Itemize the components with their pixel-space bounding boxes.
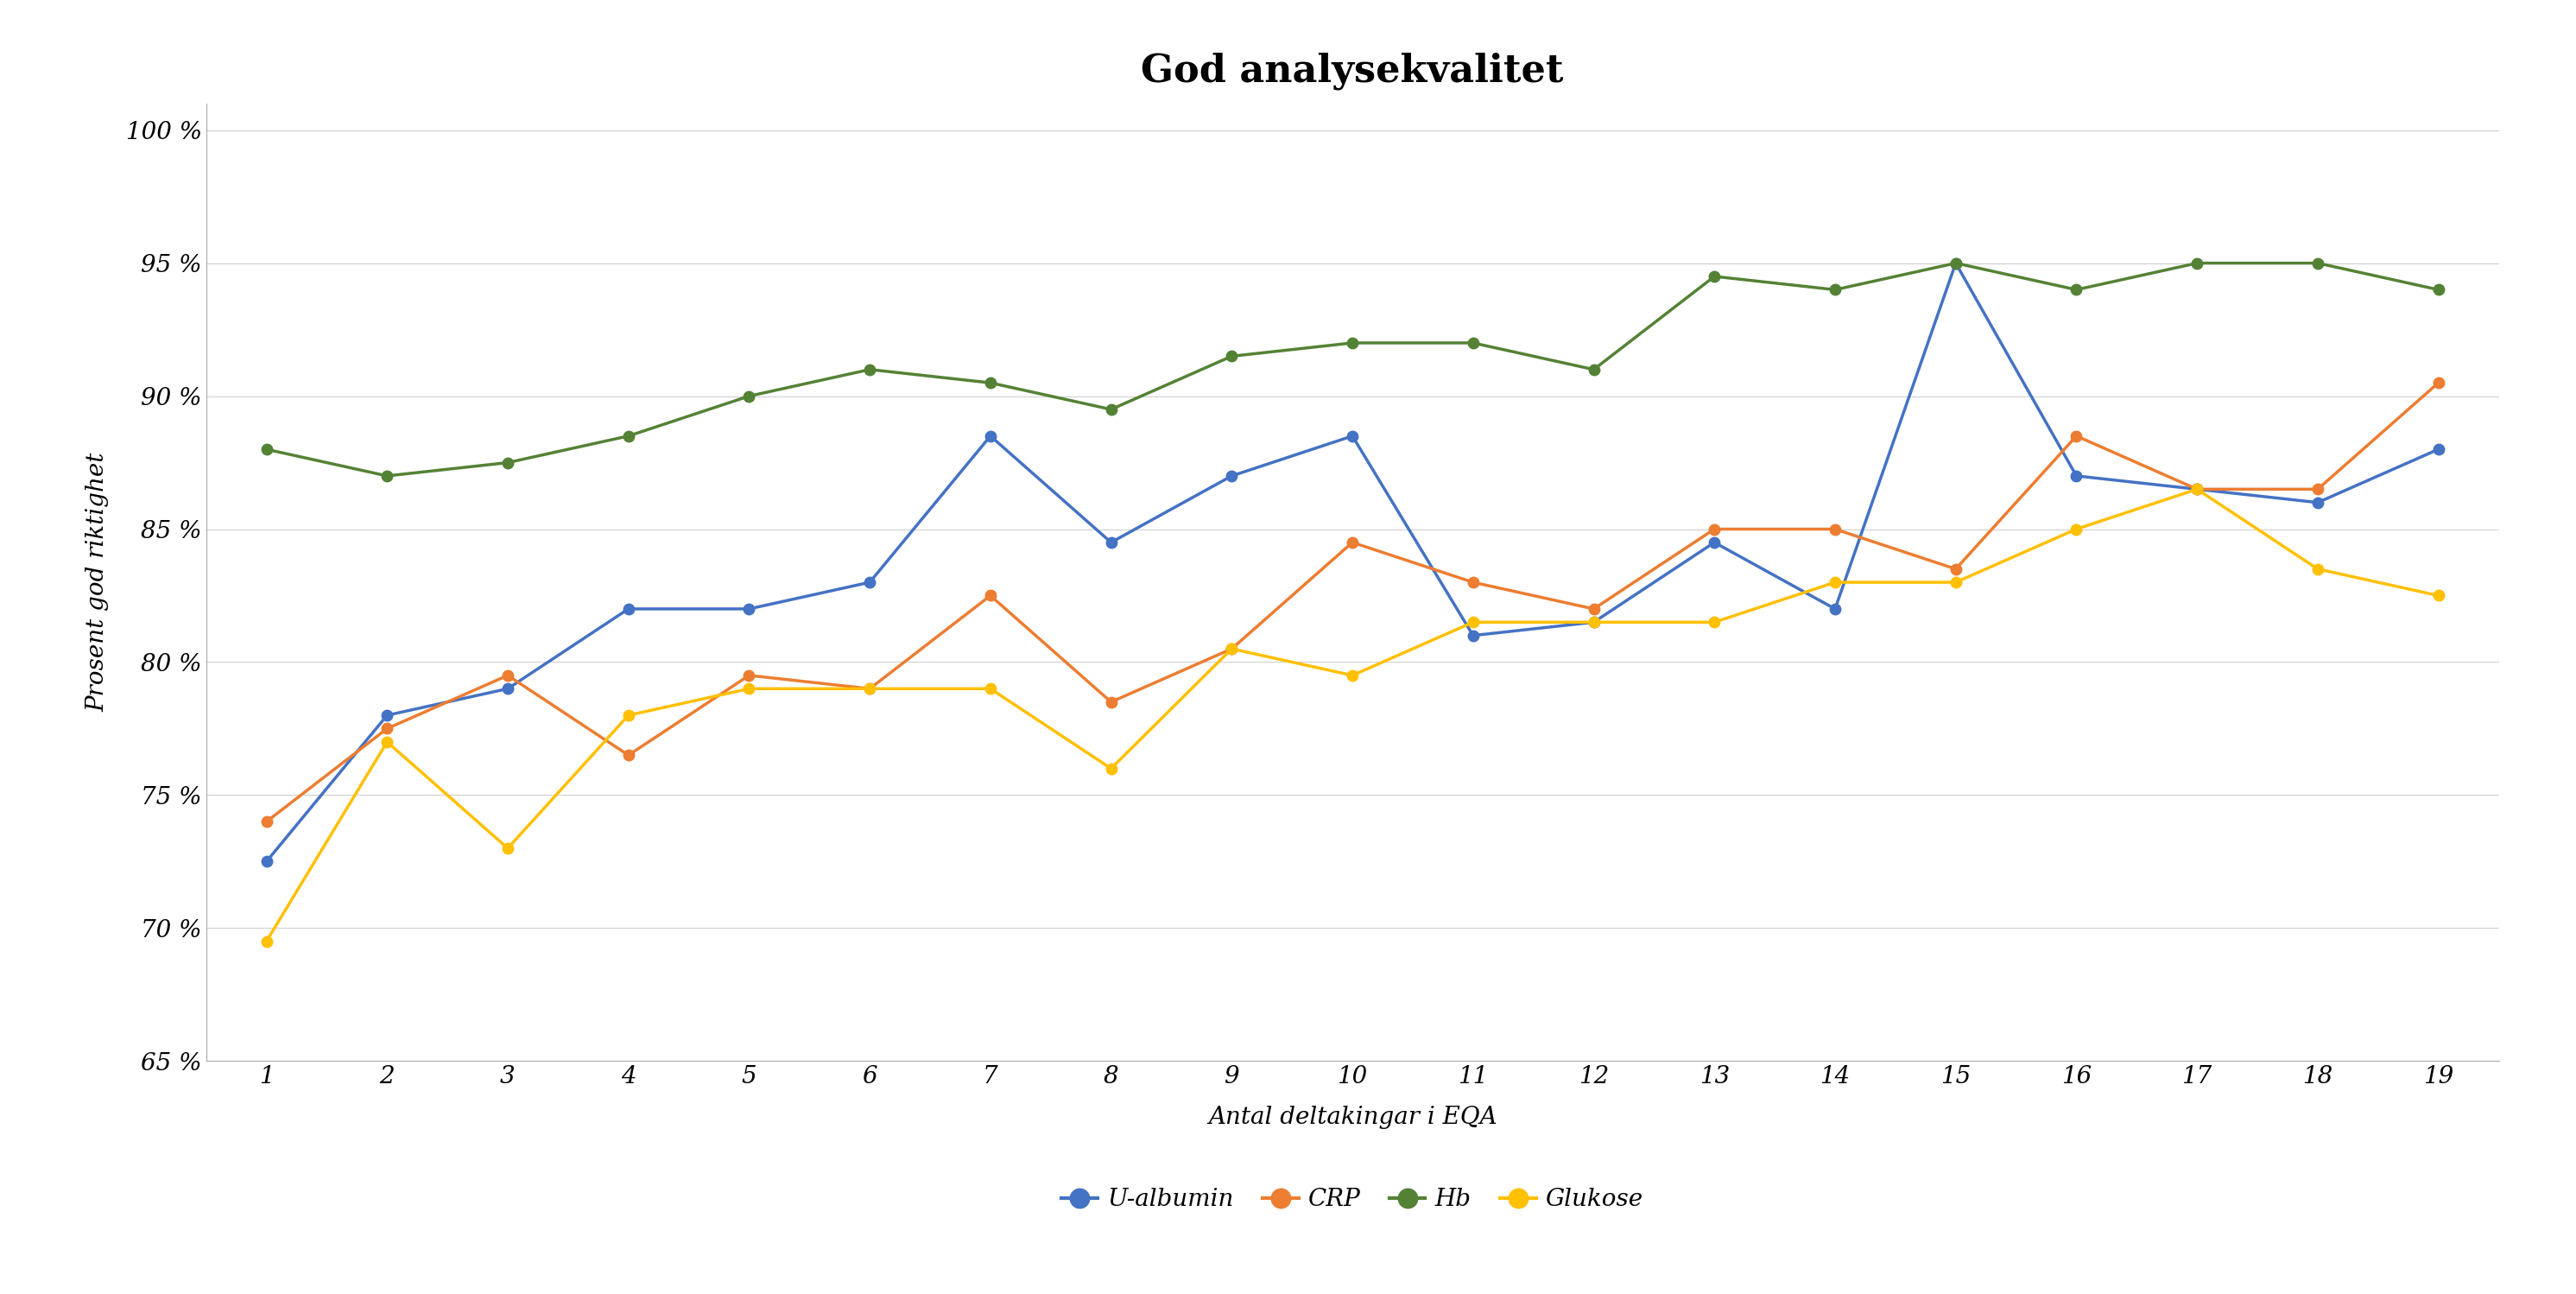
Hb <box>2424 282 2455 298</box>
CRP <box>613 748 644 763</box>
Line: CRP: CRP <box>260 378 2445 827</box>
Glukose <box>492 841 523 857</box>
U-albumin <box>250 854 281 870</box>
Hb <box>1458 335 1489 351</box>
U-albumin <box>2424 441 2455 457</box>
Glukose <box>1819 575 1850 590</box>
CRP <box>2182 481 2213 497</box>
Hb <box>613 428 644 444</box>
Hb <box>2182 255 2213 270</box>
Glukose <box>2061 521 2092 537</box>
CRP <box>1216 641 1247 656</box>
CRP <box>1700 521 1731 537</box>
U-albumin <box>1579 615 1610 630</box>
Glukose <box>1095 761 1126 776</box>
Glukose <box>1940 575 1971 590</box>
Hb <box>1337 335 1368 351</box>
Hb <box>1700 269 1731 285</box>
Glukose <box>1458 615 1489 630</box>
Glukose <box>1337 668 1368 683</box>
Glukose <box>613 708 644 723</box>
U-albumin <box>974 428 1005 444</box>
Glukose <box>2424 587 2455 603</box>
Line: Glukose: Glukose <box>260 484 2445 947</box>
U-albumin <box>734 602 765 617</box>
U-albumin <box>1819 602 1850 617</box>
Glukose <box>2182 481 2213 497</box>
Hb <box>734 388 765 404</box>
U-albumin <box>1216 468 1247 484</box>
U-albumin <box>1337 428 1368 444</box>
X-axis label: Antal deltakingar i EQA: Antal deltakingar i EQA <box>1208 1105 1497 1128</box>
U-albumin <box>371 708 402 723</box>
CRP <box>371 721 402 736</box>
Line: Hb: Hb <box>260 258 2445 481</box>
U-albumin <box>1095 534 1126 550</box>
CRP <box>1337 534 1368 550</box>
CRP <box>1095 694 1126 709</box>
Hb <box>1095 401 1126 417</box>
Glukose <box>371 734 402 749</box>
Glukose <box>855 681 886 696</box>
CRP <box>1579 602 1610 617</box>
Hb <box>2303 255 2334 270</box>
Hb <box>855 362 886 378</box>
CRP <box>1458 575 1489 590</box>
Hb <box>974 375 1005 391</box>
Hb <box>1579 362 1610 378</box>
U-albumin <box>613 602 644 617</box>
CRP <box>855 681 886 696</box>
U-albumin <box>2182 481 2213 497</box>
CRP <box>492 668 523 683</box>
Hb <box>492 454 523 470</box>
Hb <box>1216 348 1247 364</box>
Legend: U-albumin, CRP, Hb, Glukose: U-albumin, CRP, Hb, Glukose <box>1051 1179 1654 1222</box>
Line: U-albumin: U-albumin <box>260 258 2445 867</box>
Glukose <box>734 681 765 696</box>
Hb <box>371 468 402 484</box>
CRP <box>1819 521 1850 537</box>
Glukose <box>250 933 281 949</box>
Hb <box>1819 282 1850 298</box>
U-albumin <box>855 575 886 590</box>
Glukose <box>974 681 1005 696</box>
U-albumin <box>1458 628 1489 643</box>
U-albumin <box>1940 255 1971 270</box>
CRP <box>250 814 281 829</box>
Glukose <box>1579 615 1610 630</box>
Glukose <box>2303 562 2334 577</box>
U-albumin <box>2061 468 2092 484</box>
Hb <box>2061 282 2092 298</box>
CRP <box>2303 481 2334 497</box>
CRP <box>974 587 1005 603</box>
Y-axis label: Prosent god riktighet: Prosent god riktighet <box>85 453 108 712</box>
Hb <box>1940 255 1971 270</box>
Title: God analysekvalitet: God analysekvalitet <box>1141 53 1564 91</box>
CRP <box>734 668 765 683</box>
U-albumin <box>1700 534 1731 550</box>
Hb <box>250 441 281 457</box>
U-albumin <box>2303 494 2334 510</box>
Glukose <box>1216 641 1247 656</box>
CRP <box>1940 562 1971 577</box>
Glukose <box>1700 615 1731 630</box>
U-albumin <box>492 681 523 696</box>
CRP <box>2424 375 2455 391</box>
CRP <box>2061 428 2092 444</box>
